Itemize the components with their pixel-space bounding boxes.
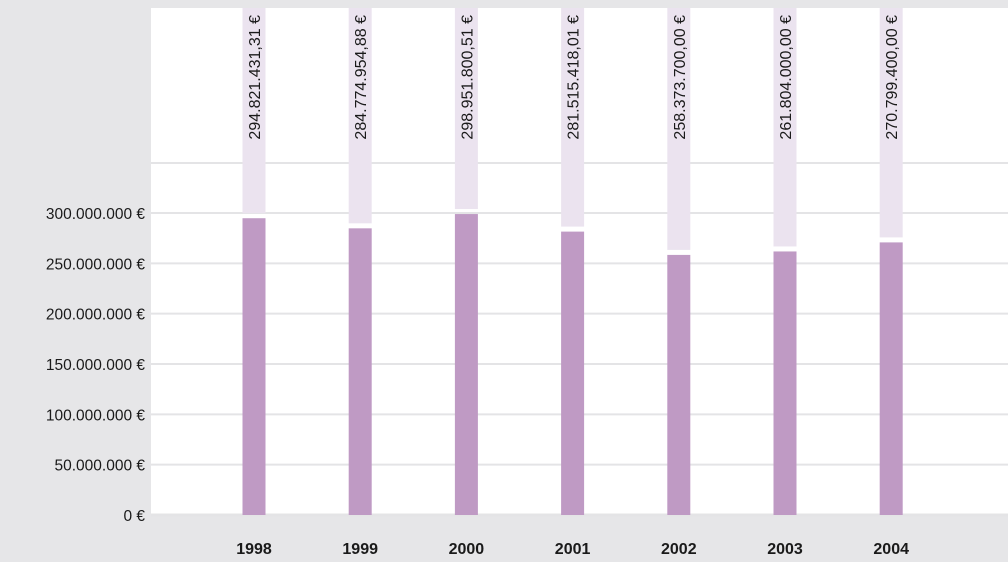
bar	[454, 214, 478, 516]
x-tick-label: 2003	[767, 541, 803, 558]
data-label: 261.804.000,00 €	[778, 15, 795, 140]
label-band	[773, 8, 797, 247]
x-tick-label: 2004	[873, 541, 909, 558]
bar	[348, 228, 372, 515]
y-tick-label: 250.000.000 €	[46, 256, 146, 273]
y-tick-label: 300.000.000 €	[46, 206, 146, 223]
data-labels: 294.821.431,31 € 284.774.954,88 € 298.951.…	[247, 15, 901, 140]
x-tick-label: 1998	[236, 541, 272, 558]
label-band	[242, 8, 266, 214]
x-tick-label: 2002	[661, 541, 697, 558]
bottom-frame-band	[151, 516, 1008, 562]
label-band	[667, 8, 691, 250]
data-label: 294.821.431,31 €	[247, 15, 264, 140]
label-bands	[242, 8, 903, 250]
bars	[242, 214, 903, 516]
bar	[242, 218, 266, 516]
y-axis-tick-labels: 0 € 50.000.000 € 100.000.000 € 150.000.000 …	[46, 206, 146, 525]
y-tick-label: 150.000.000 €	[46, 357, 146, 374]
data-label: 258.373.700,00 €	[672, 15, 689, 140]
y-tick-label: 200.000.000 €	[46, 307, 146, 324]
data-label: 298.951.800,51 €	[459, 15, 476, 140]
x-tick-label: 2000	[449, 541, 485, 558]
label-band	[879, 8, 903, 238]
data-label: 281.515.418,01 €	[566, 15, 583, 140]
data-label: 284.774.954,88 €	[353, 15, 370, 140]
x-axis-tick-labels: 1998 1999 2000 2001 2002 2003 2004	[236, 541, 909, 558]
x-tick-label: 1999	[342, 541, 378, 558]
y-tick-label: 0 €	[123, 508, 145, 525]
bar	[773, 251, 797, 516]
label-band	[561, 8, 585, 227]
y-tick-label: 100.000.000 €	[46, 407, 146, 424]
label-band	[348, 8, 372, 224]
x-tick-label: 2001	[555, 541, 591, 558]
data-label: 270.799.400,00 €	[884, 15, 901, 140]
bar	[879, 242, 903, 515]
top-frame-line	[151, 0, 1008, 8]
y-tick-label: 50.000.000 €	[54, 458, 145, 475]
bar	[667, 254, 691, 515]
left-frame-band	[0, 0, 151, 562]
bar	[561, 231, 585, 515]
label-band	[454, 8, 478, 210]
